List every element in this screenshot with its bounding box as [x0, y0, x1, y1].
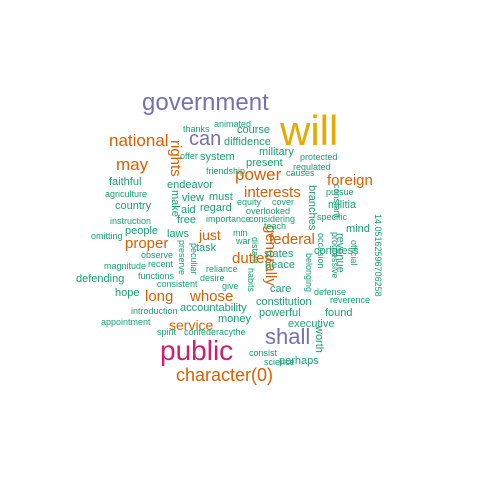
cloud-word: desire: [200, 273, 225, 283]
cloud-word: must: [209, 191, 233, 203]
cloud-word: present: [246, 157, 283, 169]
cloud-word: 14.05162596706258: [373, 214, 383, 297]
cloud-word: cover: [272, 197, 295, 207]
cloud-word: omitting: [91, 231, 123, 241]
cloud-word: offer: [180, 151, 198, 161]
cloud-word: character(0): [176, 365, 274, 385]
cloud-word: distant: [250, 237, 260, 264]
cloud-word: revenue: [334, 233, 346, 273]
cloud-word: system: [200, 151, 235, 163]
cloud-word: pursue: [326, 187, 354, 197]
cloud-word: causes: [286, 168, 315, 178]
cloud-word: belonging: [304, 253, 314, 293]
cloud-word: defense: [314, 287, 347, 297]
cloud-word: friendship: [206, 166, 246, 176]
cloud-word: mind: [346, 223, 370, 235]
cloud-word: will: [280, 107, 339, 154]
cloud-word: foreign: [327, 172, 373, 189]
cloud-word: free: [177, 214, 196, 226]
cloud-word: functions: [138, 271, 175, 281]
cloud-word: regard: [200, 202, 232, 214]
cloud-word: reliance: [206, 264, 238, 274]
cloud-word: min: [233, 228, 248, 238]
cloud-word: constant: [332, 184, 342, 219]
cloud-word: thanks: [183, 124, 210, 134]
cloud-word: task: [196, 242, 217, 254]
cloud-word: just: [199, 227, 221, 243]
cloud-word: may: [116, 155, 149, 174]
cloud-word: instruction: [110, 216, 152, 226]
cloud-word: money: [218, 313, 252, 325]
cloud-word: military: [259, 146, 294, 158]
cloud-word: constitution: [256, 296, 312, 308]
cloud-word: can: [189, 128, 222, 150]
cloud-word: endeavor: [167, 179, 213, 191]
cloud-word: laws: [167, 228, 190, 240]
cloud-word: preserve: [177, 240, 187, 276]
cloud-word: official: [349, 240, 359, 266]
cloud-word: federal: [269, 231, 315, 248]
cloud-word: peace: [265, 259, 295, 271]
cloud-word: faithful: [109, 176, 142, 188]
cloud-word: people: [125, 225, 159, 237]
cloud-word: interests: [244, 184, 301, 201]
cloud-word: shall: [265, 324, 311, 349]
cloud-word: service: [169, 317, 214, 333]
cloud-word: perhaps: [279, 355, 319, 367]
cloud-word: animated: [214, 119, 252, 129]
cloud-word: protected: [300, 152, 338, 162]
cloud-word: confederacythe: [184, 327, 246, 337]
cloud-word: care: [270, 283, 292, 295]
cloud-word: government: [142, 89, 269, 116]
cloud-word: powerful: [259, 307, 301, 319]
cloud-word: accountability: [180, 302, 247, 314]
cloud-word: public: [160, 335, 234, 366]
cloud-word: habits: [246, 268, 256, 293]
cloud-word: observe: [141, 250, 174, 260]
cloud-word: reverence: [330, 295, 371, 305]
cloud-word: appointment: [101, 317, 151, 327]
cloud-word: defending: [76, 273, 125, 285]
cloud-word: science: [264, 357, 295, 367]
cloud-word: congress: [314, 245, 359, 257]
cloud-word: worth: [313, 326, 325, 353]
cloud-word: peculiar: [189, 243, 199, 275]
cloud-word: recent: [148, 259, 174, 269]
cloud-word: branches: [306, 185, 318, 231]
cloud-word: power: [235, 165, 282, 184]
cloud-word: long: [145, 288, 174, 305]
cloud-word: consistent: [157, 279, 198, 289]
cloud-word: view: [182, 192, 205, 204]
cloud-word: found: [325, 307, 353, 319]
cloud-word: militia: [328, 199, 357, 211]
cloud-word: occasion: [316, 233, 326, 269]
cloud-word: importance: [206, 214, 251, 224]
cloud-word: national: [109, 131, 169, 150]
cloud-word: whose: [190, 288, 234, 305]
cloud-word: give: [222, 281, 239, 291]
cloud-word: specific: [317, 212, 348, 222]
cloud-word: equity: [237, 197, 262, 207]
cloud-word: regulated: [293, 162, 331, 172]
cloud-word: agriculture: [105, 189, 148, 199]
cloud-word: hope: [115, 287, 140, 299]
cloud-word: duties: [232, 250, 273, 267]
cloud-word: executive: [288, 318, 335, 330]
cloud-word: magnitude: [104, 261, 147, 271]
cloud-word: country: [115, 200, 152, 212]
cloud-word: course: [237, 124, 271, 136]
cloud-word: consist: [249, 348, 278, 358]
cloud-word: overlooked: [246, 206, 291, 216]
cloud-word: spirit: [157, 327, 177, 337]
cloud-word: considering: [249, 214, 296, 224]
cloud-word: teach: [264, 221, 287, 231]
cloud-word: introduction: [131, 306, 178, 316]
cloud-word: make: [169, 190, 181, 217]
cloud-word: states: [264, 248, 294, 260]
cloud-word: proper: [125, 235, 169, 252]
cloud-word: war: [236, 236, 251, 246]
cloud-word: diffidence: [224, 136, 271, 148]
cloud-word: aid: [181, 204, 196, 216]
